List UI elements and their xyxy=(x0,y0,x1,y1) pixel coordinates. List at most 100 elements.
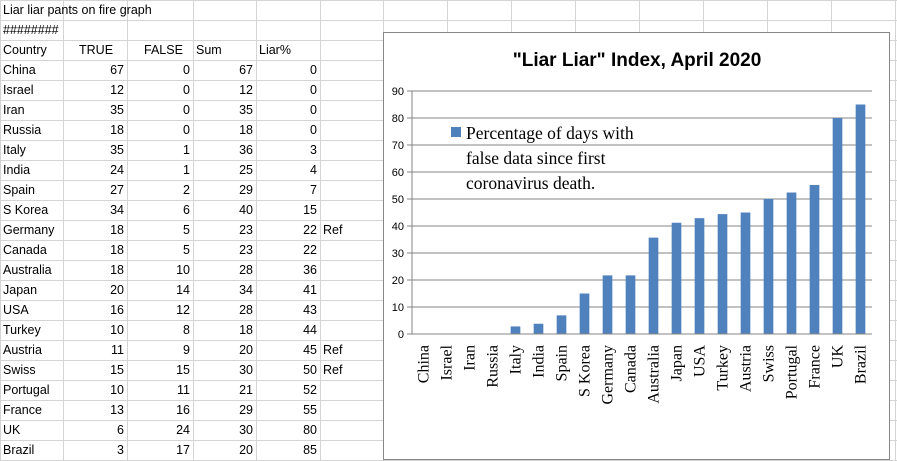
true-count-cell[interactable]: 35 xyxy=(110,103,124,117)
country-cell[interactable]: Canada xyxy=(3,243,47,257)
false-count-cell[interactable]: 0 xyxy=(183,123,190,137)
false-count-cell[interactable]: 0 xyxy=(183,103,190,117)
false-count-cell[interactable]: 15 xyxy=(176,363,190,377)
false-count-cell[interactable]: 0 xyxy=(183,83,190,97)
liar-pct-cell[interactable]: 55 xyxy=(303,403,317,417)
false-count-cell[interactable]: 9 xyxy=(183,343,190,357)
liar-pct-cell[interactable]: 52 xyxy=(303,383,317,397)
true-count-cell[interactable]: 18 xyxy=(110,263,124,277)
country-cell[interactable]: Israel xyxy=(3,83,34,97)
sum-cell[interactable]: 20 xyxy=(239,343,253,357)
country-cell[interactable]: France xyxy=(3,403,42,417)
false-count-cell[interactable]: 1 xyxy=(183,163,190,177)
false-count-cell[interactable]: 10 xyxy=(176,263,190,277)
country-cell[interactable]: S Korea xyxy=(3,203,49,217)
false-count-cell[interactable]: 24 xyxy=(176,423,190,437)
sum-cell[interactable]: 35 xyxy=(239,103,253,117)
true-count-cell[interactable]: 67 xyxy=(110,63,124,77)
liar-pct-cell[interactable]: 22 xyxy=(303,223,317,237)
true-count-cell[interactable]: 11 xyxy=(111,343,124,357)
sum-cell[interactable]: 23 xyxy=(239,223,253,237)
liar-pct-cell[interactable]: 41 xyxy=(303,283,317,297)
sum-cell[interactable]: 40 xyxy=(239,203,253,217)
sum-cell[interactable]: 18 xyxy=(239,123,253,137)
sum-cell[interactable]: 29 xyxy=(239,403,253,417)
true-count-cell[interactable]: 15 xyxy=(110,363,124,377)
liar-pct-cell[interactable]: 0 xyxy=(310,103,317,117)
liar-pct-cell[interactable]: 15 xyxy=(303,203,317,217)
sum-cell[interactable]: 12 xyxy=(239,83,253,97)
sum-cell[interactable]: 30 xyxy=(239,423,253,437)
false-count-cell[interactable]: 6 xyxy=(183,203,190,217)
sheet-title-cell[interactable]: Liar liar pants on fire graph xyxy=(3,3,152,17)
false-count-cell[interactable]: 14 xyxy=(176,283,190,297)
true-count-cell[interactable]: 18 xyxy=(110,243,124,257)
country-cell[interactable]: Brazil xyxy=(3,443,35,457)
liar-pct-cell[interactable]: 0 xyxy=(310,123,317,137)
sum-cell[interactable]: 21 xyxy=(239,383,253,397)
country-cell[interactable]: Austria xyxy=(3,343,42,357)
country-cell[interactable]: Australia xyxy=(3,263,52,277)
true-count-cell[interactable]: 12 xyxy=(110,83,124,97)
sum-cell[interactable]: 36 xyxy=(239,143,253,157)
liar-pct-cell[interactable]: 36 xyxy=(303,263,317,277)
sum-cell[interactable]: 20 xyxy=(239,443,253,457)
false-count-cell[interactable]: 16 xyxy=(176,403,190,417)
false-count-cell[interactable]: 11 xyxy=(177,383,190,397)
header-cell-false[interactable]: FALSE xyxy=(144,43,183,57)
true-count-cell[interactable]: 18 xyxy=(110,223,124,237)
false-count-cell[interactable]: 12 xyxy=(176,303,190,317)
sum-cell[interactable]: 25 xyxy=(239,163,253,177)
liar-pct-cell[interactable]: 80 xyxy=(303,423,317,437)
liar-pct-cell[interactable]: 0 xyxy=(310,63,317,77)
country-cell[interactable]: China xyxy=(3,63,36,77)
true-count-cell[interactable]: 20 xyxy=(110,283,124,297)
header-cell-country[interactable]: Country xyxy=(3,43,47,57)
true-count-cell[interactable]: 10 xyxy=(110,323,124,337)
liar-pct-cell[interactable]: 0 xyxy=(310,83,317,97)
country-cell[interactable]: Germany xyxy=(3,223,55,237)
sum-cell[interactable]: 29 xyxy=(239,183,253,197)
true-count-cell[interactable]: 35 xyxy=(110,143,124,157)
false-count-cell[interactable]: 1 xyxy=(183,143,190,157)
note-cell[interactable]: Ref xyxy=(323,363,343,377)
overflow-hash-cell[interactable]: ######## xyxy=(3,23,59,37)
country-cell[interactable]: Turkey xyxy=(3,323,41,337)
liar-pct-cell[interactable]: 3 xyxy=(310,143,317,157)
country-cell[interactable]: Japan xyxy=(3,283,38,297)
true-count-cell[interactable]: 34 xyxy=(110,203,124,217)
sum-cell[interactable]: 23 xyxy=(239,243,253,257)
true-count-cell[interactable]: 24 xyxy=(110,163,124,177)
country-cell[interactable]: Spain xyxy=(3,183,35,197)
sum-cell[interactable]: 28 xyxy=(239,303,253,317)
header-cell-liar-pct[interactable]: Liar% xyxy=(259,43,291,57)
sum-cell[interactable]: 28 xyxy=(239,263,253,277)
country-cell[interactable]: USA xyxy=(3,303,29,317)
false-count-cell[interactable]: 5 xyxy=(183,223,190,237)
liar-pct-cell[interactable]: 44 xyxy=(303,323,317,337)
country-cell[interactable]: Italy xyxy=(3,143,26,157)
true-count-cell[interactable]: 16 xyxy=(110,303,124,317)
liar-pct-cell[interactable]: 4 xyxy=(310,163,317,177)
true-count-cell[interactable]: 18 xyxy=(110,123,124,137)
chart-object[interactable]: "Liar Liar" Index, April 2020 0 10 20 30 40 5… xyxy=(383,32,890,460)
liar-pct-cell[interactable]: 85 xyxy=(303,443,317,457)
sum-cell[interactable]: 34 xyxy=(239,283,253,297)
false-count-cell[interactable]: 5 xyxy=(183,243,190,257)
header-cell-true[interactable]: TRUE xyxy=(79,43,114,57)
false-count-cell[interactable]: 2 xyxy=(183,183,190,197)
false-count-cell[interactable]: 8 xyxy=(183,323,190,337)
liar-pct-cell[interactable]: 22 xyxy=(303,243,317,257)
sum-cell[interactable]: 30 xyxy=(239,363,253,377)
liar-pct-cell[interactable]: 45 xyxy=(303,343,317,357)
liar-pct-cell[interactable]: 7 xyxy=(310,183,317,197)
false-count-cell[interactable]: 0 xyxy=(183,63,190,77)
true-count-cell[interactable]: 6 xyxy=(117,423,124,437)
country-cell[interactable]: Iran xyxy=(3,103,25,117)
true-count-cell[interactable]: 27 xyxy=(110,183,124,197)
sum-cell[interactable]: 67 xyxy=(239,63,253,77)
note-cell[interactable]: Ref xyxy=(323,343,343,357)
false-count-cell[interactable]: 17 xyxy=(176,443,190,457)
country-cell[interactable]: Swiss xyxy=(3,363,36,377)
country-cell[interactable]: Russia xyxy=(3,123,42,137)
